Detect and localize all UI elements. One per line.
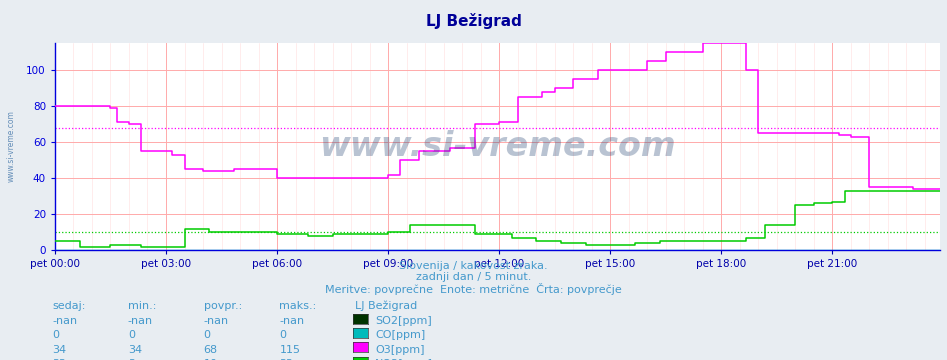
Text: 0: 0 (279, 330, 286, 340)
Text: sedaj:: sedaj: (52, 301, 85, 311)
Text: Slovenija / kakovost zraka.: Slovenija / kakovost zraka. (400, 261, 547, 271)
Text: Meritve: povprečne  Enote: metrične  Črta: povprečje: Meritve: povprečne Enote: metrične Črta:… (325, 283, 622, 294)
Text: O3[ppm]: O3[ppm] (375, 345, 424, 355)
Text: www.si-vreme.com: www.si-vreme.com (7, 110, 16, 182)
Text: LJ Bežigrad: LJ Bežigrad (425, 13, 522, 28)
Text: 3: 3 (128, 359, 134, 360)
Text: NO2[ppm]: NO2[ppm] (375, 359, 433, 360)
Text: min.:: min.: (128, 301, 156, 311)
Text: 115: 115 (279, 345, 300, 355)
Text: 0: 0 (52, 330, 59, 340)
Text: 10: 10 (204, 359, 218, 360)
Text: www.si-vreme.com: www.si-vreme.com (319, 130, 676, 163)
Text: 0: 0 (204, 330, 210, 340)
Text: 34: 34 (52, 345, 66, 355)
Text: 33: 33 (52, 359, 66, 360)
Text: CO[ppm]: CO[ppm] (375, 330, 425, 340)
Text: maks.:: maks.: (279, 301, 316, 311)
Text: -nan: -nan (204, 316, 229, 326)
Text: 34: 34 (128, 345, 142, 355)
Text: -nan: -nan (52, 316, 78, 326)
Text: zadnji dan / 5 minut.: zadnji dan / 5 minut. (416, 272, 531, 282)
Text: povpr.:: povpr.: (204, 301, 241, 311)
Text: 68: 68 (204, 345, 218, 355)
Text: 0: 0 (128, 330, 134, 340)
Text: -nan: -nan (279, 316, 305, 326)
Text: -nan: -nan (128, 316, 153, 326)
Text: LJ Bežigrad: LJ Bežigrad (355, 301, 418, 311)
Text: SO2[ppm]: SO2[ppm] (375, 316, 432, 326)
Text: 33: 33 (279, 359, 294, 360)
